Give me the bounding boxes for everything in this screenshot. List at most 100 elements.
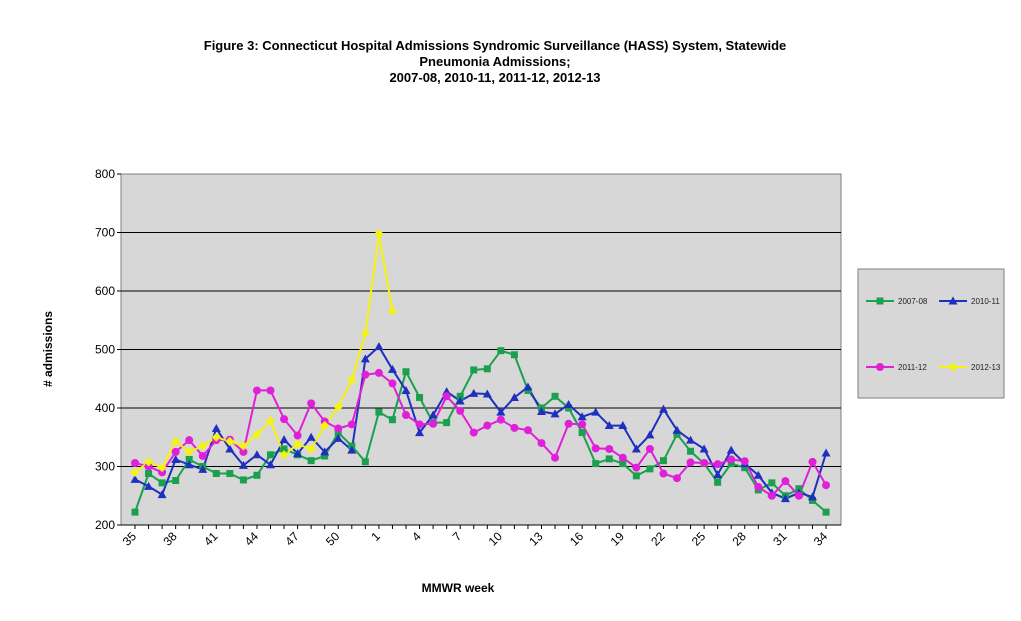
data-point-2011-12-week-34 [822, 481, 831, 490]
data-point-2007-08-week-11 [510, 351, 518, 359]
chart-title-line-3: 2007-08, 2010-11, 2011-12, 2012-13 [389, 70, 601, 85]
data-point-2010-11-week-51 [347, 445, 357, 454]
data-point-2011-12-week-33 [808, 457, 817, 466]
data-point-2010-11-week-29 [753, 470, 763, 479]
chart-title-line-2: Pneumonia Admissions; [419, 54, 571, 69]
data-point-2012-13-week-35 [130, 467, 140, 477]
data-point-2012-13-week-50 [333, 402, 343, 412]
data-point-2012-13-week-41 [211, 432, 221, 442]
data-point-2010-11-week-31 [780, 494, 790, 503]
data-point-2010-11-week-20 [631, 444, 641, 453]
x-tick-label-16: 16 [567, 529, 587, 549]
data-point-2011-12-week-8 [469, 428, 478, 437]
data-point-2007-08-week-52 [361, 458, 369, 466]
data-point-2010-11-week-1 [374, 342, 384, 351]
data-point-2011-12-week-13 [537, 439, 546, 448]
data-point-2012-13-week-43 [238, 441, 248, 451]
data-point-2007-08-week-17 [592, 460, 600, 468]
legend-label-2007-08: 2007-08 [898, 297, 928, 306]
data-point-2007-08-week-49 [321, 452, 329, 460]
data-point-2007-08-week-24 [687, 447, 695, 455]
data-point-2007-08-week-21 [646, 465, 654, 473]
data-point-2011-12-week-30 [767, 491, 776, 500]
data-point-2011-12-week-15 [564, 419, 573, 428]
data-point-2007-08-week-45 [267, 451, 274, 459]
data-point-2011-12-week-21 [645, 444, 654, 453]
data-point-2011-12-week-51 [347, 420, 356, 429]
data-point-2007-08-week-23 [673, 430, 681, 438]
data-point-2012-13-week-49 [320, 421, 330, 431]
legend-label-2011-12: 2011-12 [898, 363, 927, 372]
x-tick-label-13: 13 [526, 529, 546, 549]
data-point-2012-13-week-40 [198, 441, 208, 451]
data-point-2010-11-week-43 [238, 460, 248, 469]
data-point-2007-08-week-3 [402, 368, 410, 376]
data-point-2011-12-week-10 [496, 415, 505, 424]
data-point-2011-12-week-44 [252, 386, 261, 395]
data-point-2007-08-week-38 [172, 477, 180, 485]
data-point-2010-11-week-45 [266, 460, 275, 469]
y-tick-label-500: 500 [95, 343, 115, 357]
data-point-2010-11-week-38 [171, 454, 181, 463]
data-point-2012-13-week-42 [225, 436, 235, 446]
data-point-2011-12-week-39 [185, 436, 194, 445]
data-point-2007-08-week-4 [416, 393, 424, 401]
x-axis-title: MMWR week [422, 581, 495, 595]
data-point-2011-12-week-45 [266, 386, 275, 395]
data-point-2007-08-week-20 [632, 472, 640, 480]
data-point-2010-11-week-12 [523, 382, 533, 391]
data-point-2007-08-week-16 [578, 429, 586, 437]
x-tick-label-50: 50 [323, 529, 343, 549]
data-point-2007-08-week-2 [388, 416, 396, 424]
data-point-2011-12-week-16 [578, 420, 587, 429]
data-point-2010-11-week-35 [130, 474, 140, 483]
data-point-2010-11-week-18 [604, 421, 614, 430]
y-tick-label-800: 800 [95, 167, 115, 181]
series-line-2010-11 [134, 345, 828, 500]
data-point-2011-12-week-2 [388, 379, 397, 388]
data-point-2012-13-week-46 [279, 450, 289, 460]
data-point-2011-12-week-7 [456, 406, 465, 415]
data-point-2010-11-week-47 [293, 449, 303, 458]
data-point-2011-12-week-17 [591, 444, 600, 453]
y-tick-label-300: 300 [95, 460, 115, 474]
series-markers-2012-13 [130, 229, 397, 477]
series-markers [130, 229, 831, 516]
data-point-2010-11-week-36 [144, 481, 154, 490]
data-point-2007-08-week-6 [443, 419, 451, 427]
data-point-2011-12-week-9 [483, 421, 492, 430]
data-point-2007-08-week-39 [185, 455, 193, 463]
data-point-2010-11-week-49 [320, 447, 330, 456]
series-line-2007-08 [134, 349, 827, 513]
x-tick-label-25: 25 [689, 529, 709, 549]
data-point-2010-11-week-14 [550, 409, 560, 418]
legend-label-2012-13: 2012-13 [971, 363, 1001, 372]
y-tick-label-400: 400 [95, 401, 115, 415]
data-point-2010-11-week-11 [509, 392, 519, 401]
data-point-2010-11-week-2 [387, 364, 397, 373]
data-point-2011-12-week-38 [171, 447, 180, 456]
data-point-2010-11-week-50 [333, 433, 343, 442]
series-line-2011-12 [134, 371, 827, 497]
data-point-2007-08-week-18 [605, 455, 613, 463]
data-point-2010-11-week-22 [658, 404, 668, 413]
data-point-2010-11-week-24 [686, 435, 696, 444]
data-point-2007-08-week-12 [524, 386, 532, 394]
data-point-2011-12-week-19 [618, 453, 627, 462]
data-point-2010-11-week-48 [306, 432, 316, 441]
data-point-2007-08-week-9 [483, 365, 491, 373]
data-point-2012-13-week-52 [360, 328, 370, 338]
data-point-2011-12-week-3 [402, 411, 410, 420]
data-point-2007-08-week-15 [565, 404, 573, 412]
data-point-2010-11-week-25 [699, 444, 709, 453]
data-point-2010-11-week-46 [279, 435, 289, 444]
data-point-2011-12-week-32 [794, 491, 803, 500]
data-point-2011-12-week-23 [673, 474, 681, 483]
data-point-2007-08-week-50 [334, 429, 342, 437]
data-point-2010-11-week-23 [672, 425, 682, 434]
data-point-2011-12-week-18 [605, 444, 614, 453]
x-tick-label-38: 38 [160, 529, 180, 549]
x-tick-label-31: 31 [770, 529, 790, 549]
data-point-2010-11-week-13 [537, 407, 546, 416]
x-tick-label-10: 10 [486, 529, 506, 549]
